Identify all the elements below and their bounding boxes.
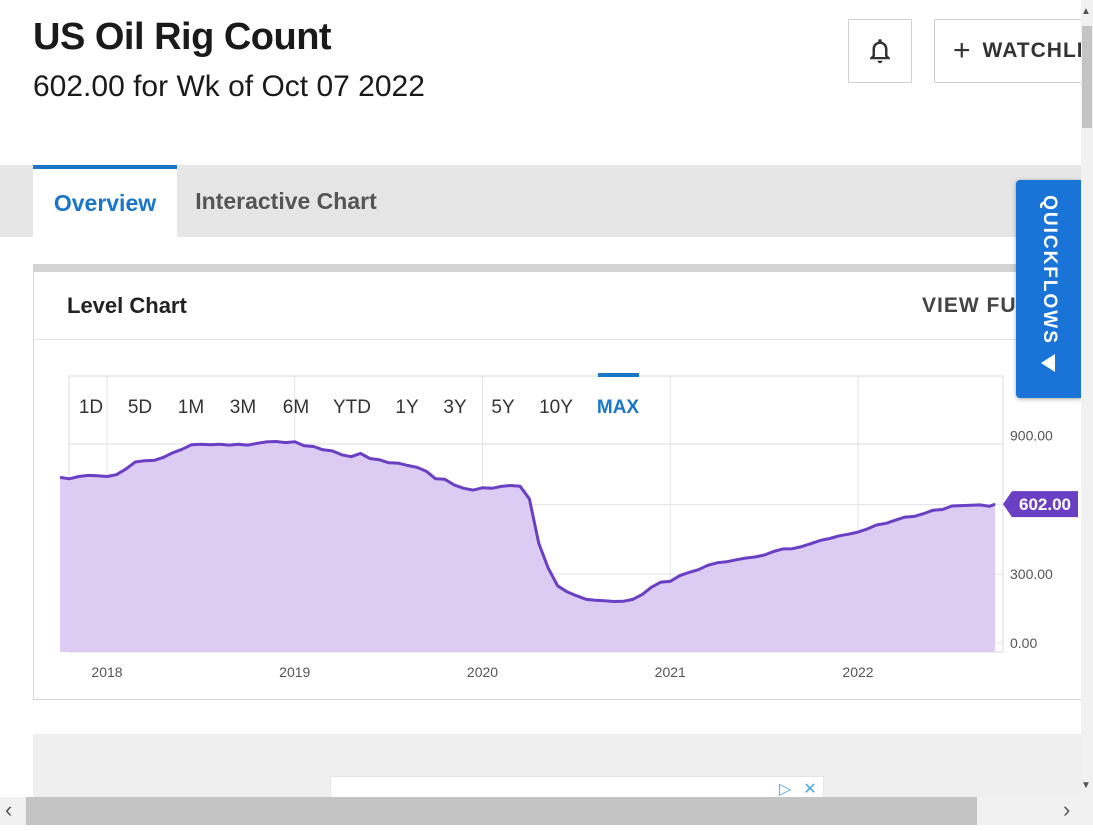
caret-left-icon bbox=[1041, 354, 1055, 372]
bell-icon bbox=[870, 39, 890, 64]
range-button-1d[interactable]: 1D bbox=[79, 397, 103, 418]
range-button-6m[interactable]: 6M bbox=[283, 397, 309, 418]
panel-divider bbox=[34, 339, 1081, 340]
quickflows-label: QUICKFLOWS bbox=[1039, 195, 1060, 345]
vertical-scroll-thumb[interactable] bbox=[1082, 26, 1092, 128]
area-fill bbox=[60, 441, 996, 652]
y-tick-label: 300.00 bbox=[1010, 566, 1053, 582]
scroll-right-icon[interactable]: › bbox=[1063, 797, 1071, 822]
last-value-label: 602.00 bbox=[1019, 495, 1071, 514]
tab-bar: Overview Interactive Chart bbox=[0, 165, 1081, 237]
vertical-scrollbar[interactable]: ▲ ▼ bbox=[1081, 0, 1093, 797]
range-button-10y[interactable]: 10Y bbox=[539, 397, 573, 418]
plus-icon: + bbox=[953, 34, 971, 67]
range-button-3y[interactable]: 3Y bbox=[443, 397, 467, 418]
horizontal-scroll-thumb[interactable] bbox=[26, 797, 977, 825]
range-button-1m[interactable]: 1M bbox=[178, 397, 204, 418]
active-range-indicator bbox=[598, 373, 639, 377]
tab-overview[interactable]: Overview bbox=[33, 165, 177, 237]
x-tick-label: 2020 bbox=[467, 664, 498, 680]
y-tick-label: 0.00 bbox=[1010, 635, 1037, 651]
watchlist-label: WATCHLIST bbox=[982, 39, 1093, 62]
range-button-5y[interactable]: 5Y bbox=[491, 397, 515, 418]
current-value-subtitle: 602.00 for Wk of Oct 07 2022 bbox=[33, 70, 425, 103]
ad-close-icon[interactable]: ✕ bbox=[799, 778, 821, 800]
x-tick-label: 2019 bbox=[279, 664, 310, 680]
x-tick-label: 2022 bbox=[842, 664, 873, 680]
range-button-1y[interactable]: 1Y bbox=[395, 397, 419, 418]
range-button-max[interactable]: MAX bbox=[597, 397, 640, 418]
x-tick-label: 2021 bbox=[655, 664, 686, 680]
x-tick-label: 2018 bbox=[91, 664, 122, 680]
page-title: US Oil Rig Count bbox=[33, 16, 332, 58]
scroll-up-icon[interactable]: ▲ bbox=[1081, 6, 1091, 17]
quickflows-panel-toggle[interactable]: QUICKFLOWS bbox=[1016, 180, 1082, 398]
range-button-ytd[interactable]: YTD bbox=[333, 397, 371, 418]
y-tick-label: 900.00 bbox=[1010, 427, 1053, 443]
series-line bbox=[59, 440, 996, 603]
alert-button[interactable] bbox=[848, 19, 912, 83]
scroll-left-icon[interactable]: ‹ bbox=[5, 797, 13, 822]
tab-interactive-chart[interactable]: Interactive Chart bbox=[195, 187, 377, 214]
range-button-5d[interactable]: 5D bbox=[128, 397, 152, 418]
last-value-badge bbox=[1003, 491, 1078, 518]
watchlist-button[interactable]: + WATCHLIST bbox=[934, 19, 1093, 83]
panel-title: Level Chart bbox=[67, 293, 187, 318]
range-button-3m[interactable]: 3M bbox=[230, 397, 256, 418]
scroll-down-icon[interactable]: ▼ bbox=[1081, 780, 1091, 791]
ad-choices-icon[interactable]: ▷ bbox=[774, 778, 796, 800]
horizontal-scrollbar[interactable]: ‹ › bbox=[0, 797, 1093, 825]
view-full-link[interactable]: VIEW FULL bbox=[922, 294, 1045, 317]
